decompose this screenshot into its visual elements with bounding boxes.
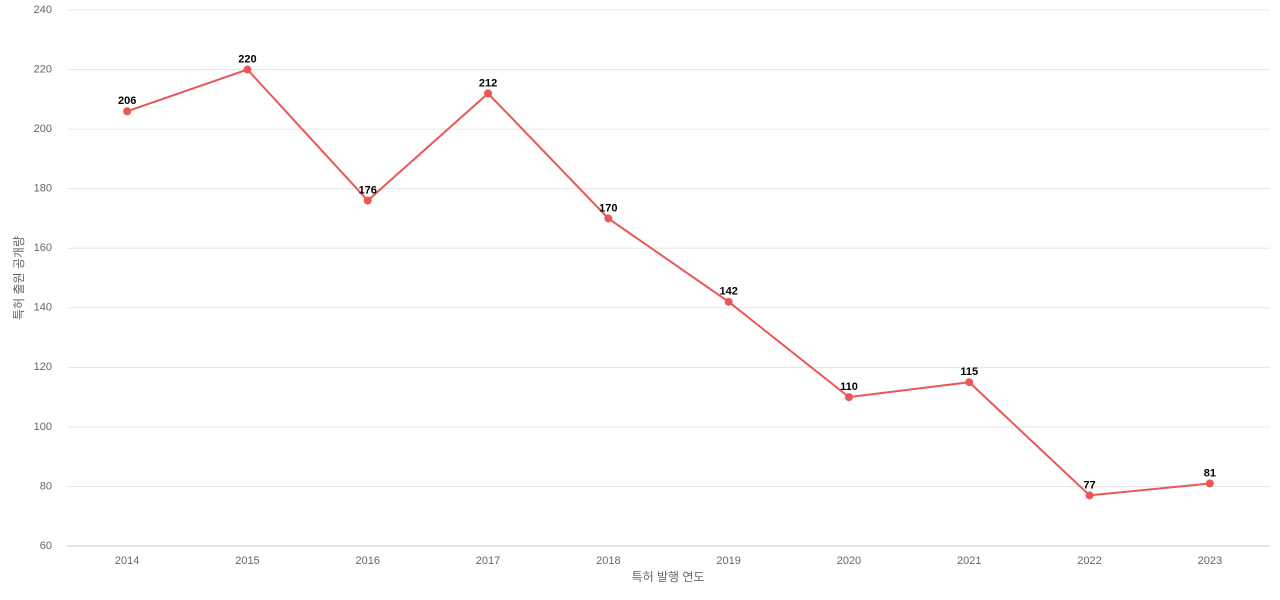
- data-label: 81: [1204, 467, 1216, 479]
- y-axis-title: 특허 출원 공개량: [12, 236, 26, 320]
- data-label: 77: [1083, 479, 1095, 491]
- x-tick-label: 2022: [1077, 555, 1101, 567]
- point: [243, 65, 252, 74]
- x-tick-label: 2019: [716, 555, 740, 567]
- point: [1205, 479, 1214, 488]
- data-label: 176: [359, 184, 377, 196]
- x-tick-label: 2020: [837, 555, 861, 567]
- x-tick-label: 2018: [596, 555, 620, 567]
- data-label: 220: [238, 53, 256, 65]
- point: [484, 89, 493, 98]
- y-tick-label: 60: [40, 540, 52, 552]
- point: [604, 214, 613, 223]
- x-tick-label: 2023: [1198, 555, 1222, 567]
- y-tick-label: 100: [34, 421, 52, 433]
- x-axis-title: 특허 발행 연도: [632, 569, 705, 584]
- y-tick-label: 240: [34, 4, 52, 16]
- x-tick-label: 2014: [115, 555, 139, 567]
- x-tick-label: 2015: [235, 555, 259, 567]
- point: [844, 393, 853, 402]
- point: [724, 297, 733, 306]
- y-tick-label: 160: [34, 242, 52, 254]
- point: [123, 107, 132, 116]
- point: [965, 378, 974, 387]
- y-tick-label: 180: [34, 183, 52, 195]
- y-tick-label: 80: [40, 480, 52, 492]
- point: [363, 196, 372, 205]
- point: [1085, 491, 1094, 500]
- y-tick-label: 120: [34, 361, 52, 373]
- x-tick-label: 2021: [957, 555, 981, 567]
- data-label: 110: [840, 381, 858, 393]
- y-tick-label: 220: [34, 63, 52, 75]
- y-tick-label: 140: [34, 302, 52, 314]
- data-label: 170: [599, 202, 617, 214]
- data-label: 212: [479, 77, 497, 89]
- data-label: 206: [118, 95, 136, 107]
- x-tick-label: 2017: [476, 555, 500, 567]
- data-label: 142: [719, 286, 737, 298]
- data-label: 115: [960, 366, 978, 378]
- x-tick-label: 2016: [356, 555, 380, 567]
- y-tick-label: 200: [34, 123, 52, 135]
- line: [126, 68, 1210, 497]
